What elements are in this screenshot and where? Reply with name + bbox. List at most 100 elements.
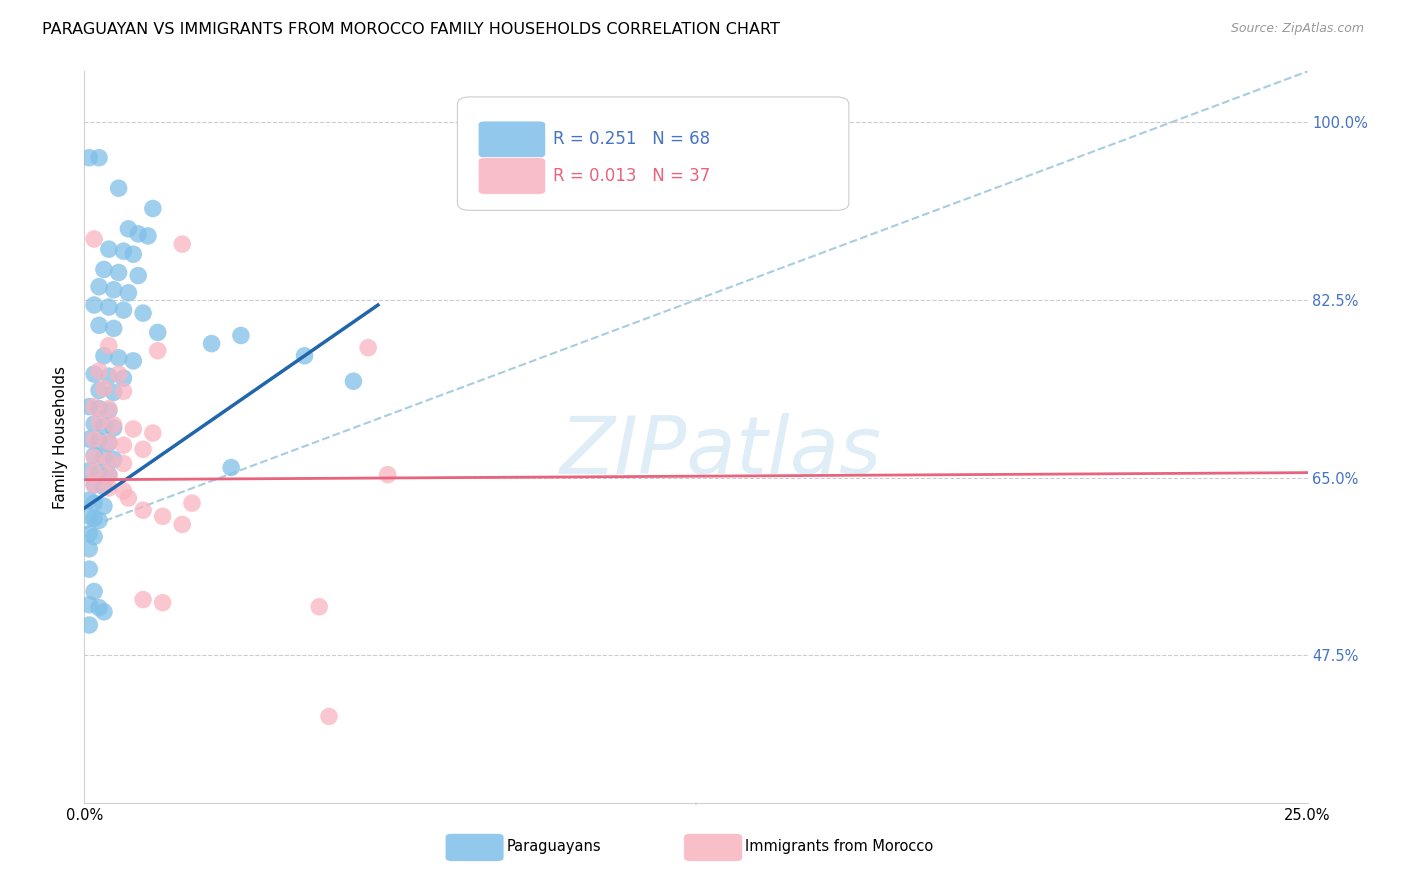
- Point: [132, 503, 155, 517]
- Point: [87, 401, 110, 416]
- Point: [127, 268, 149, 283]
- Point: [132, 442, 155, 457]
- Point: [93, 262, 115, 277]
- Text: Paraguayans: Paraguayans: [506, 839, 600, 855]
- Point: [77, 464, 100, 478]
- Point: [87, 364, 110, 378]
- Point: [357, 341, 380, 355]
- Point: [122, 422, 145, 436]
- Point: [103, 421, 125, 435]
- Point: [87, 434, 110, 449]
- Point: [117, 285, 139, 300]
- Point: [83, 448, 105, 462]
- Point: [87, 318, 110, 333]
- Point: [77, 562, 100, 576]
- Point: [146, 326, 169, 340]
- Point: [83, 478, 105, 492]
- Point: [103, 283, 125, 297]
- Point: [142, 202, 165, 216]
- Point: [342, 374, 364, 388]
- Point: [294, 349, 316, 363]
- Point: [97, 369, 120, 384]
- Point: [93, 349, 115, 363]
- Point: [152, 596, 174, 610]
- Text: R = 0.013   N = 37: R = 0.013 N = 37: [553, 167, 710, 185]
- Point: [132, 592, 155, 607]
- Point: [136, 228, 159, 243]
- Text: Source: ZipAtlas.com: Source: ZipAtlas.com: [1230, 22, 1364, 36]
- Point: [112, 303, 135, 318]
- Point: [93, 381, 115, 395]
- Point: [83, 400, 105, 414]
- Point: [83, 511, 105, 525]
- Point: [377, 467, 399, 482]
- Point: [87, 600, 110, 615]
- Point: [83, 530, 105, 544]
- Point: [93, 480, 115, 494]
- Point: [93, 418, 115, 433]
- Point: [172, 517, 194, 532]
- Point: [77, 400, 100, 414]
- Point: [77, 151, 100, 165]
- Point: [83, 450, 105, 465]
- Point: [77, 541, 100, 556]
- Point: [97, 467, 120, 482]
- Point: [107, 266, 129, 280]
- Point: [219, 460, 242, 475]
- Point: [132, 306, 155, 320]
- Point: [87, 279, 110, 293]
- Point: [97, 403, 120, 417]
- Point: [146, 343, 169, 358]
- Point: [117, 222, 139, 236]
- Point: [103, 385, 125, 400]
- Point: [112, 384, 135, 399]
- Point: [112, 483, 135, 498]
- Point: [200, 336, 222, 351]
- Point: [77, 432, 100, 446]
- Point: [117, 491, 139, 505]
- Point: [97, 453, 120, 467]
- Point: [93, 605, 115, 619]
- Point: [107, 367, 129, 381]
- Point: [97, 435, 120, 450]
- Point: [77, 618, 100, 632]
- Point: [83, 298, 105, 312]
- Point: [87, 151, 110, 165]
- Point: [93, 499, 115, 513]
- Point: [318, 709, 340, 723]
- Point: [127, 227, 149, 241]
- Point: [103, 321, 125, 335]
- Point: [97, 300, 120, 314]
- Point: [77, 526, 100, 541]
- Point: [142, 425, 165, 440]
- Point: [77, 598, 100, 612]
- Point: [83, 466, 105, 480]
- Point: [107, 351, 129, 365]
- Point: [97, 401, 120, 416]
- Point: [77, 493, 100, 508]
- FancyBboxPatch shape: [683, 833, 742, 862]
- Point: [87, 415, 110, 429]
- Y-axis label: Family Households: Family Households: [53, 366, 69, 508]
- FancyBboxPatch shape: [446, 833, 503, 862]
- Point: [112, 457, 135, 471]
- Point: [87, 513, 110, 527]
- Point: [97, 436, 120, 450]
- Point: [181, 496, 204, 510]
- Point: [97, 338, 120, 352]
- Point: [107, 181, 129, 195]
- Point: [83, 496, 105, 510]
- Point: [83, 584, 105, 599]
- Point: [112, 371, 135, 385]
- Point: [122, 247, 145, 261]
- Point: [83, 367, 105, 381]
- Point: [83, 417, 105, 431]
- Point: [97, 481, 120, 495]
- Point: [172, 237, 194, 252]
- Point: [112, 438, 135, 452]
- Text: PARAGUAYAN VS IMMIGRANTS FROM MOROCCO FAMILY HOUSEHOLDS CORRELATION CHART: PARAGUAYAN VS IMMIGRANTS FROM MOROCCO FA…: [42, 22, 780, 37]
- Point: [87, 384, 110, 398]
- Point: [103, 452, 125, 467]
- Point: [93, 450, 115, 465]
- Point: [83, 432, 105, 446]
